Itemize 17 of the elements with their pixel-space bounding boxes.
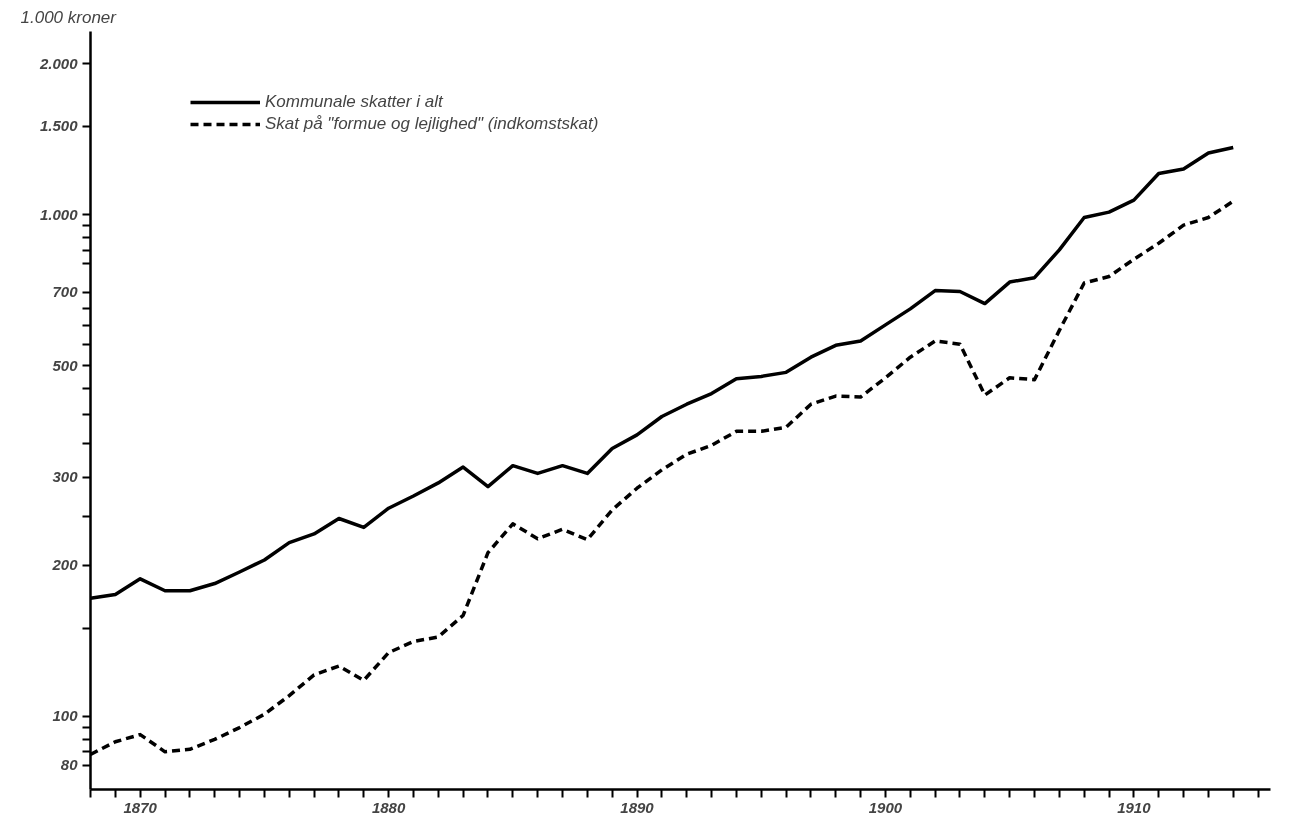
- x-tick-label: 1870: [123, 798, 158, 816]
- y-tick-label: 700: [52, 283, 79, 301]
- y-tick-label: 200: [51, 556, 79, 574]
- y-tick-label: 500: [52, 356, 79, 374]
- legend-label: Kommunale skatter i alt: [265, 92, 443, 112]
- y-tick-label: 1.500: [39, 117, 79, 135]
- y-tick-label: 80: [60, 756, 79, 774]
- x-tick-label: 1910: [1117, 798, 1152, 816]
- y-tick-label: 2.000: [38, 54, 79, 72]
- y-axis-title: 1.000 kroner: [20, 7, 118, 27]
- x-tick-label: 1880: [371, 798, 406, 816]
- x-tick-label: 1900: [868, 798, 903, 816]
- y-tick-label: 300: [52, 468, 79, 486]
- y-tick-label: 100: [52, 707, 79, 725]
- legend-label: Skat på "formue og lejlighed" (indkomstskat): [265, 114, 599, 134]
- y-tick-label: 1.000: [39, 205, 79, 223]
- x-tick-label: 1890: [620, 798, 655, 816]
